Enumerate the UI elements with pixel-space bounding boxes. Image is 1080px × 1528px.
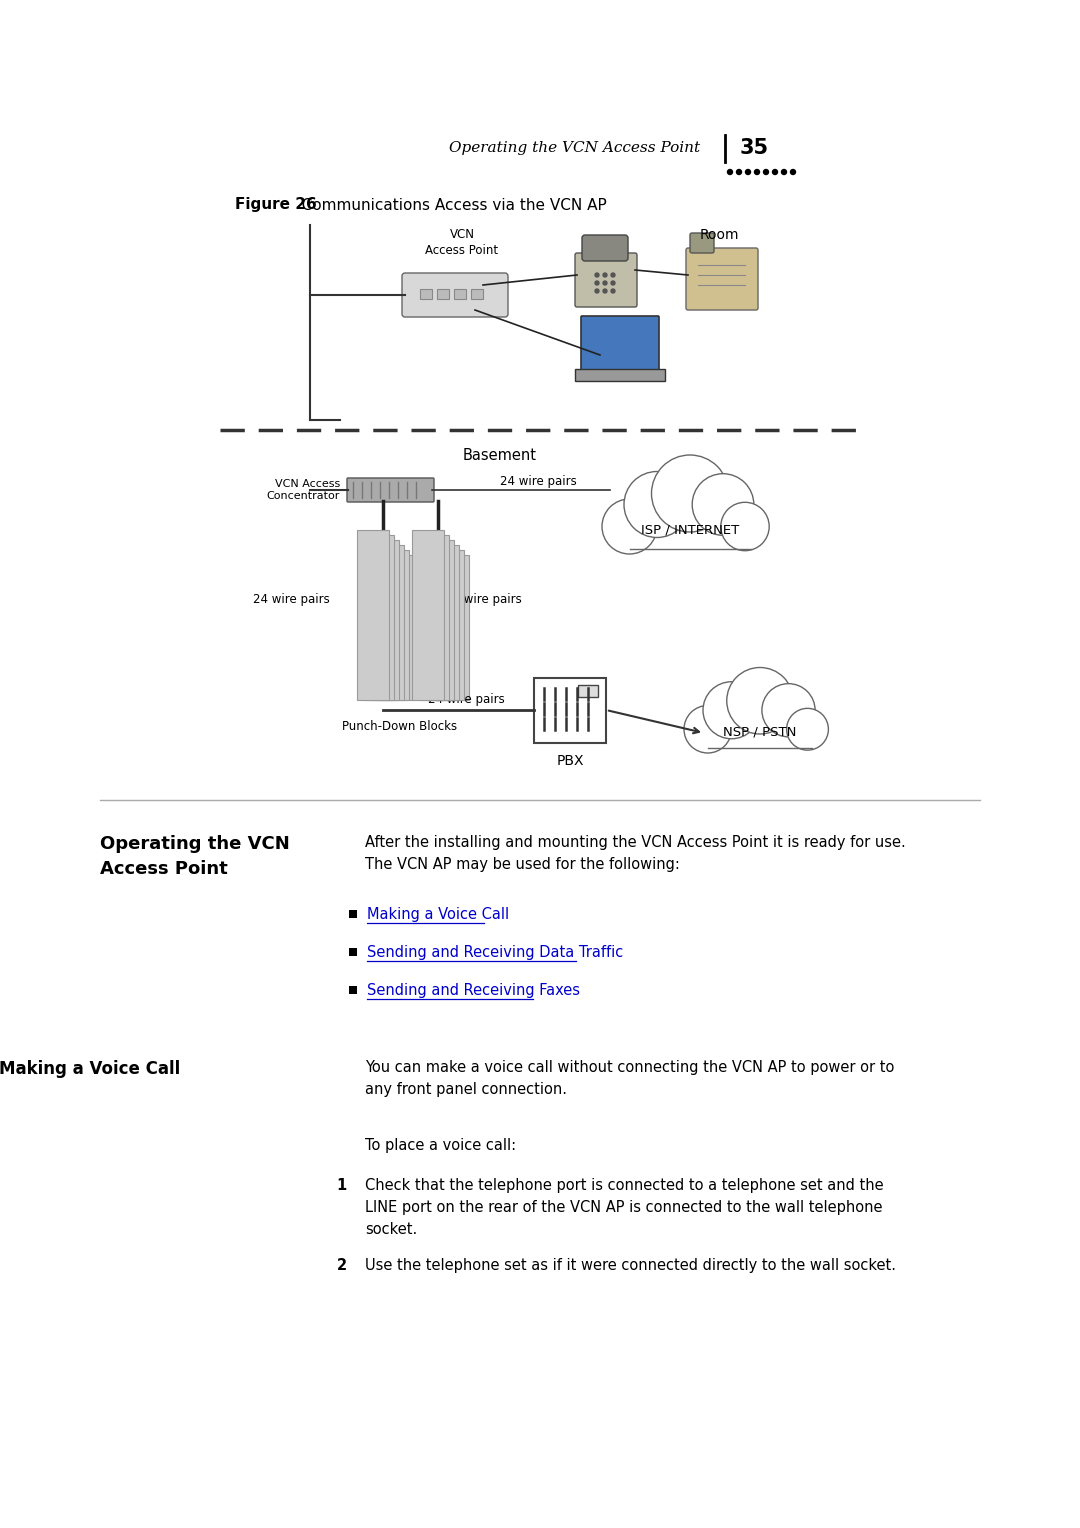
Text: 24 wire pairs: 24 wire pairs — [429, 694, 505, 706]
Circle shape — [603, 281, 607, 286]
Circle shape — [728, 170, 732, 174]
FancyBboxPatch shape — [690, 232, 714, 254]
FancyBboxPatch shape — [534, 678, 606, 743]
Text: 24 wire pairs: 24 wire pairs — [500, 475, 577, 489]
Circle shape — [782, 170, 786, 174]
Circle shape — [611, 274, 615, 277]
FancyBboxPatch shape — [372, 545, 404, 700]
Text: Communications Access via the VCN AP: Communications Access via the VCN AP — [287, 197, 607, 212]
FancyBboxPatch shape — [575, 254, 637, 307]
Circle shape — [624, 472, 690, 538]
FancyBboxPatch shape — [420, 289, 432, 299]
Text: Punch-Down Blocks: Punch-Down Blocks — [342, 720, 458, 733]
Text: 24 wire pairs: 24 wire pairs — [253, 593, 330, 607]
Circle shape — [651, 455, 729, 532]
Text: You can make a voice call without connecting the VCN AP to power or to
any front: You can make a voice call without connec… — [365, 1060, 894, 1097]
Circle shape — [595, 281, 599, 286]
FancyBboxPatch shape — [349, 947, 357, 957]
Circle shape — [755, 170, 759, 174]
FancyBboxPatch shape — [382, 555, 414, 700]
FancyBboxPatch shape — [357, 530, 389, 700]
Text: Use the telephone set as if it were connected directly to the wall socket.: Use the telephone set as if it were conn… — [365, 1258, 896, 1273]
Circle shape — [595, 289, 599, 293]
FancyBboxPatch shape — [427, 545, 459, 700]
Text: VCN Access
Concentrator: VCN Access Concentrator — [267, 478, 340, 501]
Text: 1: 1 — [337, 1178, 347, 1193]
FancyBboxPatch shape — [626, 512, 754, 552]
FancyBboxPatch shape — [362, 535, 394, 700]
FancyBboxPatch shape — [349, 986, 357, 995]
Text: 2: 2 — [337, 1258, 347, 1273]
Circle shape — [772, 170, 778, 174]
FancyBboxPatch shape — [432, 550, 464, 700]
Circle shape — [764, 170, 769, 174]
Circle shape — [720, 503, 769, 550]
FancyBboxPatch shape — [471, 289, 483, 299]
FancyBboxPatch shape — [686, 248, 758, 310]
Circle shape — [727, 668, 793, 733]
FancyBboxPatch shape — [705, 717, 815, 752]
Text: Room: Room — [700, 228, 740, 241]
Text: PBX: PBX — [556, 753, 584, 769]
Text: 24 wire pairs: 24 wire pairs — [445, 593, 522, 607]
Circle shape — [737, 170, 742, 174]
Text: Basement: Basement — [463, 448, 537, 463]
Circle shape — [684, 706, 731, 753]
Circle shape — [611, 289, 615, 293]
Circle shape — [745, 170, 751, 174]
Circle shape — [603, 289, 607, 293]
Circle shape — [595, 274, 599, 277]
Text: Operating the VCN Access Point: Operating the VCN Access Point — [449, 141, 700, 154]
Text: Sending and Receiving Faxes: Sending and Receiving Faxes — [367, 984, 580, 998]
FancyBboxPatch shape — [347, 478, 434, 503]
FancyBboxPatch shape — [377, 550, 409, 700]
Text: To place a voice call:: To place a voice call: — [365, 1138, 516, 1154]
Text: 35: 35 — [740, 138, 769, 157]
FancyBboxPatch shape — [437, 555, 469, 700]
Circle shape — [703, 681, 760, 738]
Text: VCN
Access Point: VCN Access Point — [426, 228, 499, 257]
Circle shape — [603, 274, 607, 277]
Text: NSP / PSTN: NSP / PSTN — [724, 726, 797, 738]
Text: Figure 26: Figure 26 — [235, 197, 316, 212]
FancyBboxPatch shape — [454, 289, 465, 299]
Circle shape — [602, 500, 657, 555]
Text: ISP / INTERNET: ISP / INTERNET — [640, 523, 739, 536]
Text: Check that the telephone port is connected to a telephone set and the
LINE port : Check that the telephone port is connect… — [365, 1178, 883, 1238]
Text: Making a Voice Call: Making a Voice Call — [367, 908, 509, 923]
Circle shape — [761, 683, 815, 736]
FancyBboxPatch shape — [582, 235, 627, 261]
FancyBboxPatch shape — [349, 911, 357, 918]
FancyBboxPatch shape — [575, 368, 665, 380]
Circle shape — [791, 170, 796, 174]
Text: After the installing and mounting the VCN Access Point it is ready for use.
The : After the installing and mounting the VC… — [365, 834, 906, 872]
FancyBboxPatch shape — [367, 539, 399, 700]
Text: Sending and Receiving Data Traffic: Sending and Receiving Data Traffic — [367, 946, 623, 961]
Circle shape — [692, 474, 754, 535]
FancyBboxPatch shape — [437, 289, 449, 299]
Circle shape — [611, 281, 615, 286]
FancyBboxPatch shape — [581, 316, 659, 370]
FancyBboxPatch shape — [422, 539, 454, 700]
FancyBboxPatch shape — [411, 530, 444, 700]
FancyBboxPatch shape — [417, 535, 449, 700]
FancyBboxPatch shape — [578, 685, 598, 697]
Circle shape — [786, 709, 828, 750]
Text: Making a Voice Call: Making a Voice Call — [0, 1060, 180, 1077]
FancyBboxPatch shape — [402, 274, 508, 316]
Text: Operating the VCN
Access Point: Operating the VCN Access Point — [100, 834, 289, 879]
